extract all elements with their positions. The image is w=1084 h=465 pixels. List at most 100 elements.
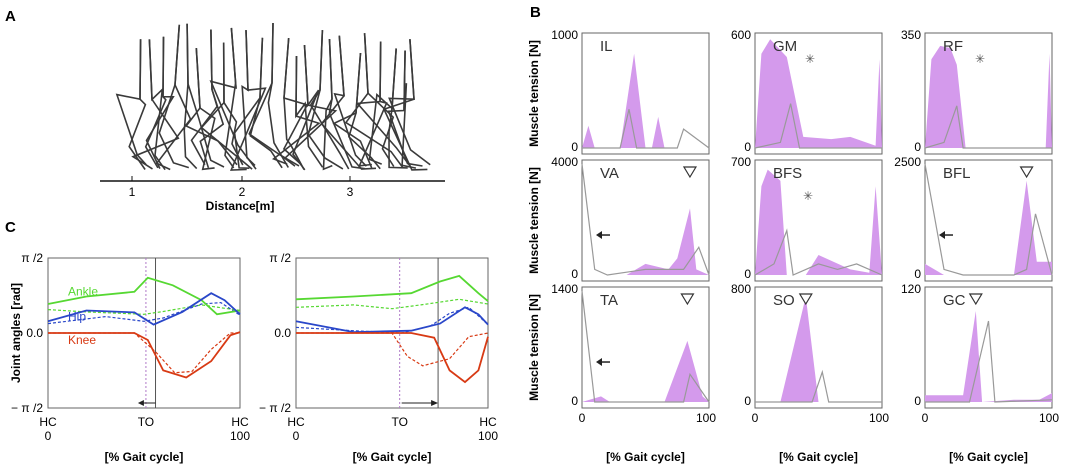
ankle-measured-curve [295, 298, 489, 310]
hip-sim-curve [47, 292, 241, 326]
triangle-marker [798, 293, 813, 306]
muscle-ymin: 0 [744, 140, 751, 154]
muscle-ymax: 1000 [551, 28, 578, 42]
stick-segment [186, 23, 225, 168]
muscle-ymin: 0 [744, 394, 751, 408]
muscle-ymin: 0 [571, 140, 578, 154]
stick-segment [387, 50, 423, 167]
muscle-plot-frame [581, 286, 710, 409]
stick-segment [128, 39, 147, 170]
arrow-head [939, 231, 945, 240]
stick-segment [333, 35, 367, 167]
muscle-fill-area [925, 45, 1052, 148]
muscle-plot-frame [581, 32, 710, 155]
stick-segment [233, 37, 264, 169]
muscle-fill-area [582, 340, 709, 402]
muscle-sim-line [924, 105, 1052, 149]
muscle-ymax: 1400 [551, 282, 578, 296]
x-tick-event: TO [391, 415, 407, 429]
muscle-ymin: 0 [571, 267, 578, 281]
muscle-sim-line [754, 103, 882, 149]
muscle-ymax: 350 [901, 28, 921, 42]
triangle-marker [1019, 166, 1034, 179]
knee-sim-curve [48, 331, 241, 379]
knee-sim-curve [296, 332, 489, 384]
muscle-name: GC [943, 292, 966, 309]
hip-measured-curve [47, 301, 241, 325]
muscle-plot-frame [754, 159, 883, 282]
stick-segment [190, 29, 218, 166]
gait-cycle-axis-label: [% Gait cycle] [949, 450, 1028, 464]
muscle-fill-area [755, 169, 882, 275]
panel-c-letter: C [5, 219, 16, 236]
triangle-marker [968, 293, 983, 306]
muscle-ymin: 0 [744, 267, 751, 281]
distance-tick-1: 1 [129, 185, 136, 199]
stick-segment [131, 39, 180, 170]
ankle-sim-curve [295, 274, 489, 302]
x-tick-100: 100 [1039, 411, 1059, 425]
y-tick: − π /2 [259, 401, 291, 415]
muscle-tension-axis-label: Muscle tension [N] [527, 40, 541, 147]
gait-cycle-axis-label: [% Gait cycle] [779, 450, 858, 464]
muscle-plot-frame [581, 159, 710, 282]
stick-segment [222, 42, 244, 166]
stick-segment [344, 33, 404, 169]
muscle-sim-line [755, 369, 882, 403]
muscle-fill-area [755, 296, 882, 402]
gait-cycle-axis-label: [% Gait cycle] [353, 450, 432, 464]
muscle-tension-axis-label: Muscle tension [N] [527, 294, 541, 401]
muscle-name: TA [600, 292, 618, 309]
stick-segment [368, 48, 397, 165]
stick-segment [195, 47, 216, 171]
y-tick: 0.0 [274, 326, 291, 340]
arrow-head [596, 358, 602, 367]
muscle-sim-line [924, 163, 1053, 276]
knee-measured-curve [48, 332, 240, 374]
asterisk-marker: ✳ [805, 52, 815, 66]
muscle-ymin: 0 [914, 140, 921, 154]
muscle-plot-frame [924, 286, 1053, 409]
stick-segment [271, 55, 321, 165]
x-tick-100: 100 [478, 429, 498, 443]
x-tick-100: 100 [230, 429, 250, 443]
x-tick-0: 0 [752, 411, 759, 425]
muscle-name: VA [600, 165, 619, 182]
distance-tick-3: 3 [347, 185, 354, 199]
legend-hip: Hip [68, 310, 86, 324]
stick-segment [144, 36, 167, 169]
y-tick: − π /2 [11, 401, 43, 415]
stick-figures [115, 22, 431, 171]
stick-segment [241, 30, 256, 167]
y-tick: π /2 [21, 251, 43, 265]
panel-a-letter: A [5, 8, 16, 25]
asterisk-marker: ✳ [975, 52, 985, 66]
hip-sim-curve [295, 306, 489, 334]
muscle-sim-line [581, 290, 710, 403]
muscle-sim-line [582, 109, 710, 149]
muscle-ymax: 800 [731, 282, 751, 296]
muscle-tension-axis-label: Muscle tension [N] [527, 167, 541, 274]
muscle-ymax: 120 [901, 282, 921, 296]
muscle-fill-area [582, 208, 709, 275]
x-tick-100: 100 [869, 411, 889, 425]
panel-a-gait-sticks: 1 2 3 Distance[m] [100, 22, 445, 213]
muscle-ymax: 600 [731, 28, 751, 42]
legend-ankle: Ankle [68, 284, 98, 298]
gait-cycle-axis-label: [% Gait cycle] [606, 450, 685, 464]
muscle-name: RF [943, 38, 963, 55]
muscle-name: IL [600, 38, 613, 55]
stick-segment [309, 30, 350, 170]
muscle-name: GM [773, 38, 797, 55]
stick-segment [183, 23, 198, 170]
muscle-ymin: 0 [914, 267, 921, 281]
muscle-ymax: 4000 [551, 155, 578, 169]
x-tick-0: 0 [579, 411, 586, 425]
x-tick-event: TO [138, 415, 154, 429]
panel-c-joint-angles: Joint angles [rad] π /2 0.0 − π /2 Ankle Hip K… [9, 251, 498, 464]
shift-arrow-head [431, 400, 439, 406]
muscle-ymax: 2500 [894, 155, 921, 169]
arrow-head [596, 231, 602, 240]
x-tick-event: HC [231, 415, 249, 429]
